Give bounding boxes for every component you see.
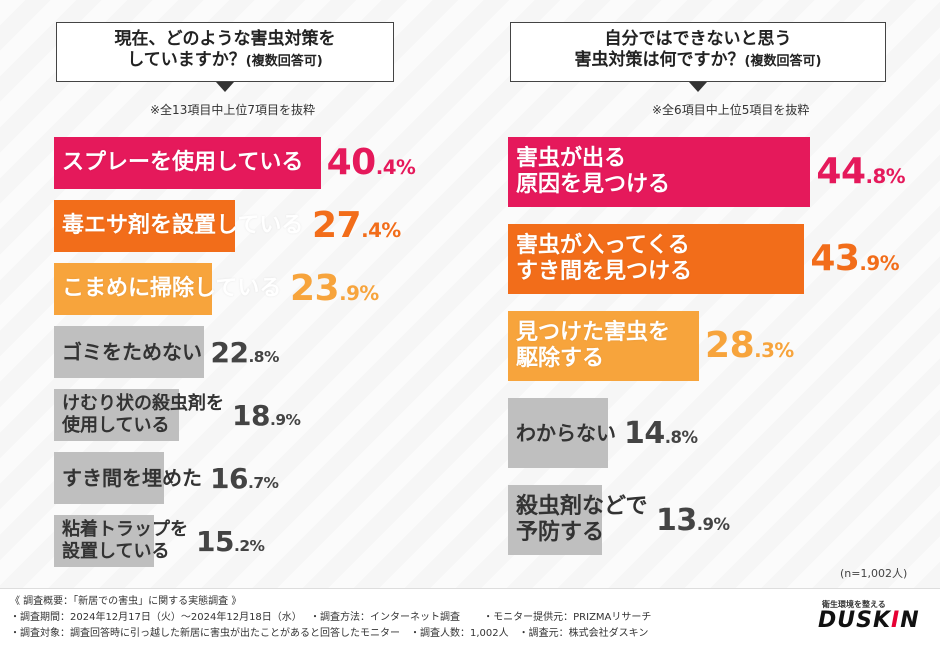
right-question-line2: 害虫対策は何ですか？ [574, 50, 745, 71]
bar-value-5: 13.9% [656, 503, 730, 538]
left-note: ※全13項目中上位7項目を抜粋 [150, 103, 315, 117]
bar-2 [54, 200, 235, 252]
value-decimal: .9% [859, 252, 900, 276]
bar-label-line: 原因を見つける [516, 171, 671, 197]
bar-label-4: わからない [516, 421, 616, 445]
value-integer: 16 [210, 461, 248, 495]
bar-label-line: 毒エサ剤を設置している [62, 212, 304, 238]
right-note: ※全6項目中上位5項目を抜粋 [652, 103, 810, 117]
bar-1 [508, 137, 811, 207]
bar-label-line: 予防する [516, 519, 605, 545]
bar-label-1: 害虫が出る 原因を見つける [516, 146, 670, 199]
value-integer: 44 [816, 151, 866, 193]
value-decimal: .8% [865, 165, 906, 189]
bar-label-3: 見つけた害虫を 駆除する [516, 320, 670, 373]
value-integer: 40 [326, 142, 377, 184]
value-decimal: .9% [269, 410, 301, 429]
left-question-line2: していますか？ [127, 50, 246, 71]
bar-label-4: ゴミをためない [62, 340, 202, 364]
sample-size-note: (n=1,002人) [840, 567, 908, 580]
bar-label-line: 設置している [62, 540, 170, 562]
bar-label-3: こまめに掃除している [62, 276, 281, 302]
bar-value-3: 28.3% [705, 325, 794, 366]
logo-text-a: DUSK [818, 608, 892, 633]
value-integer: 22 [210, 335, 249, 369]
bar-label-line: 殺虫剤などで [516, 493, 648, 519]
value-decimal: .9% [339, 282, 379, 306]
bar-label-line: すき間を埋めた [62, 466, 202, 490]
footer-line-3: ・調査対象：調査回答時に引っ越した新居に害虫が出たことがあると回答したモニター … [10, 628, 649, 639]
bar-label-line: 駆除する [516, 345, 605, 371]
value-integer: 15 [196, 524, 234, 558]
logo-text-c: N [900, 608, 920, 633]
value-integer: 43 [810, 238, 860, 280]
bar-label-line: 使用している [62, 414, 170, 436]
right-question-line1: 自分ではできないと思う [604, 29, 792, 49]
bar-label-line: ゴミをためない [62, 340, 202, 364]
bar-value-3: 23.9% [290, 268, 379, 309]
left-question-line1: 現在、どのような害虫対策を [114, 29, 336, 49]
value-integer: 23 [290, 268, 340, 310]
bar-label-line: けむり状の殺虫剤を [62, 393, 224, 415]
bar-3 [54, 263, 212, 315]
bar-value-4: 14.8% [624, 416, 698, 451]
value-integer: 13 [656, 502, 697, 538]
bar-value-5: 18.9% [232, 398, 301, 432]
value-decimal: .7% [247, 473, 279, 492]
left-question-suffix: (複数回答可) [245, 54, 323, 70]
bar-4 [54, 326, 205, 378]
footer-line-1: 《 調査概要：「新居での害虫」に関する実態調査 》 [10, 596, 242, 607]
right-question-suffix: (複数回答可) [744, 54, 822, 70]
bar-5 [508, 485, 602, 555]
value-integer: 14 [624, 415, 665, 451]
bar-label-line: こまめに掃除している [62, 275, 282, 301]
logo-tagline: 衛生環境を整える [822, 600, 886, 609]
bar-label-line: わからない [516, 421, 616, 445]
bar-label-line: 見つけた害虫を [516, 319, 671, 345]
bar-label-1: スプレーを使用している [62, 150, 303, 176]
bar-4 [508, 398, 608, 468]
bar-value-6: 16.7% [210, 461, 279, 495]
bar-label-line: スプレーを使用している [62, 149, 304, 175]
bar-6 [54, 452, 165, 504]
bar-label-line: 粘着トラップを [62, 519, 188, 541]
duskin-logo: DUSKIN [818, 608, 920, 633]
value-decimal: .3% [754, 339, 794, 363]
value-integer: 28 [705, 325, 755, 367]
bar-value-1: 40.4% [327, 142, 416, 183]
bar-value-7: 15.2% [196, 524, 265, 558]
bar-value-2: 43.9% [810, 238, 899, 279]
bar-1 [54, 137, 321, 189]
logo-text-b: I [891, 608, 901, 633]
right-question-box: 自分ではできないと思う 害虫対策は何ですか？(複数回答可) [510, 22, 886, 92]
value-decimal: .2% [233, 536, 265, 555]
bar-label-line: 害虫が出る [516, 145, 627, 171]
bar-2 [508, 224, 805, 294]
bar-value-1: 44.8% [816, 151, 905, 192]
bar-label-5: けむり状の殺虫剤を 使用している [62, 393, 224, 436]
value-decimal: .9% [696, 514, 730, 534]
value-decimal: .4% [375, 156, 416, 180]
bar-label-6: すき間を埋めた [62, 466, 202, 490]
bar-3 [508, 311, 700, 381]
value-integer: 18 [232, 398, 270, 432]
survey-footer [0, 588, 940, 650]
bar-5 [54, 389, 179, 441]
bar-value-4: 22.8% [210, 335, 279, 369]
bar-label-line: すき間を見つける [516, 258, 693, 284]
bar-label-7: 粘着トラップを 設置している [62, 519, 188, 562]
value-decimal: .8% [664, 427, 698, 447]
value-decimal: .4% [361, 219, 401, 243]
bar-7 [54, 515, 155, 567]
bar-label-2: 害虫が入ってくる すき間を見つける [516, 233, 692, 286]
bar-label-5: 殺虫剤などで 予防する [516, 494, 648, 547]
bar-value-2: 27.4% [312, 205, 401, 246]
footer-line-2: ・調査期間：2024年12月17日（火）～2024年12月18日（水） ・調査方… [10, 612, 652, 623]
value-decimal: .8% [248, 347, 279, 366]
value-integer: 27 [312, 205, 362, 247]
bar-label-2: 毒エサ剤を設置している [62, 213, 303, 239]
bar-label-line: 害虫が入ってくる [516, 232, 690, 258]
left-question-box: 現在、どのような害虫対策を していますか？(複数回答可) [56, 22, 394, 92]
